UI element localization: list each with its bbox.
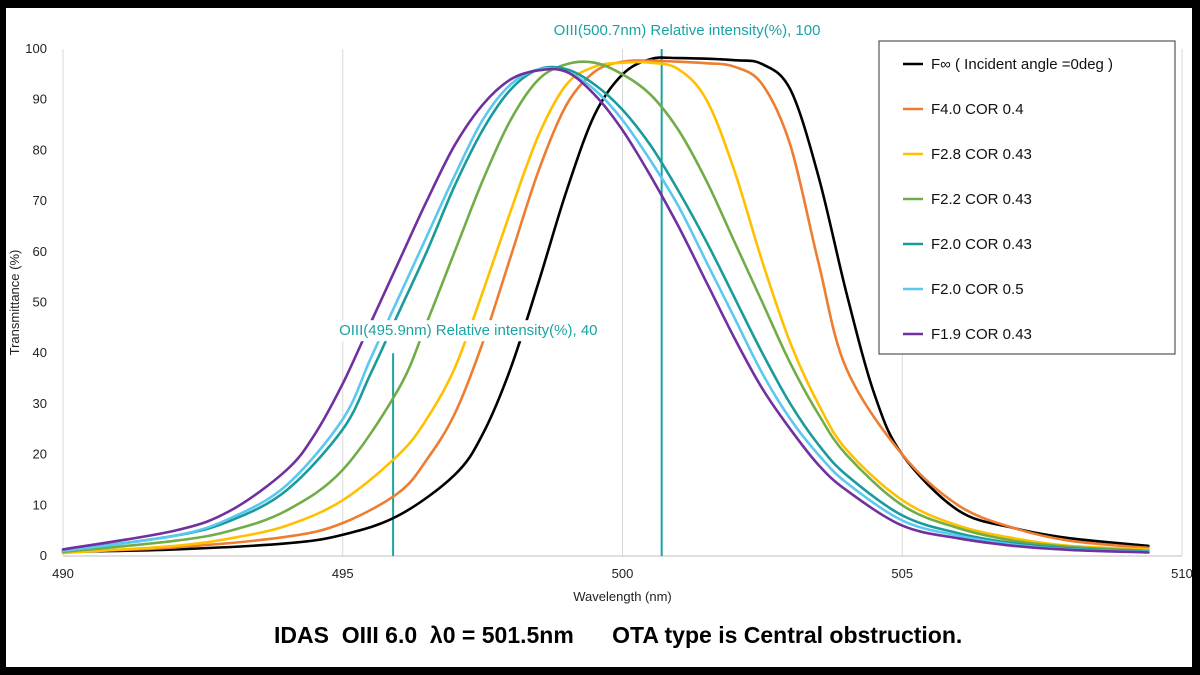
chart-caption: IDAS OIII 6.0 λ0 = 501.5nm OTA type is C… <box>274 622 963 648</box>
annotation-background <box>549 20 825 41</box>
x-tick-label: 505 <box>891 566 913 581</box>
y-tick-label: 100 <box>25 41 47 56</box>
series-line <box>61 65 1150 553</box>
y-tick-label: 10 <box>33 497 47 512</box>
x-tick-label: 490 <box>52 566 74 581</box>
x-tick-label: 500 <box>612 566 634 581</box>
series-line <box>61 67 1150 554</box>
legend-entry: F2.2 COR 0.43 <box>931 191 1032 208</box>
series-line <box>61 59 1150 554</box>
y-tick-label: 90 <box>33 92 47 107</box>
series-line <box>61 66 1150 554</box>
series-line <box>61 60 1150 554</box>
legend-entry: F∞ ( Incident angle =0deg ) <box>931 56 1113 73</box>
axes <box>62 49 1182 557</box>
y-tick-label: 40 <box>33 345 47 360</box>
legend-entry: F2.0 COR 0.43 <box>931 236 1032 253</box>
x-axis-label: Wavelength (nm) <box>573 589 672 604</box>
annotation-label: OIII(495.9nm) Relative intensity(%), 40 <box>339 322 597 339</box>
legend: F∞ ( Incident angle =0deg ) F4.0 COR 0.4 F… <box>878 40 1176 355</box>
tick-labels: 490 495 500 505 510 0 10 20 30 40 50 60 70 80 90 100 <box>25 41 1192 581</box>
y-tick-label: 20 <box>33 447 47 462</box>
transmittance-chart: 490 495 500 505 510 0 10 20 30 40 50 60 70 80 90 100 OI… <box>7 20 1192 604</box>
x-tick-label: 510 <box>1171 566 1192 581</box>
y-axis-label: Transmittance (%) <box>7 250 22 356</box>
y-tick-label: 0 <box>40 548 47 563</box>
reference-lines <box>392 49 663 556</box>
annotation-label: OIII(500.7nm) Relative intensity(%), 100 <box>554 22 821 39</box>
y-tick-label: 70 <box>33 193 47 208</box>
legend-entry: F2.8 COR 0.43 <box>931 146 1032 163</box>
legend-box <box>878 40 1176 355</box>
annotations: OIII(500.7nm) Relative intensity(%), 100… <box>335 20 825 342</box>
legend-entry: F1.9 COR 0.43 <box>931 326 1032 343</box>
series-lines <box>61 56 1150 555</box>
chart-frame: 490 495 500 505 510 0 10 20 30 40 50 60 70 80 90 100 OI… <box>6 8 1192 667</box>
legend-entry: F2.0 COR 0.5 <box>931 281 1024 298</box>
y-tick-label: 60 <box>33 244 47 259</box>
y-tick-label: 80 <box>33 142 47 157</box>
legend-entry: F4.0 COR 0.4 <box>931 101 1024 118</box>
x-tick-label: 495 <box>332 566 354 581</box>
y-tick-label: 30 <box>33 396 47 411</box>
series-line <box>61 60 1150 555</box>
annotation-background <box>335 320 602 342</box>
y-tick-label: 50 <box>33 295 47 310</box>
